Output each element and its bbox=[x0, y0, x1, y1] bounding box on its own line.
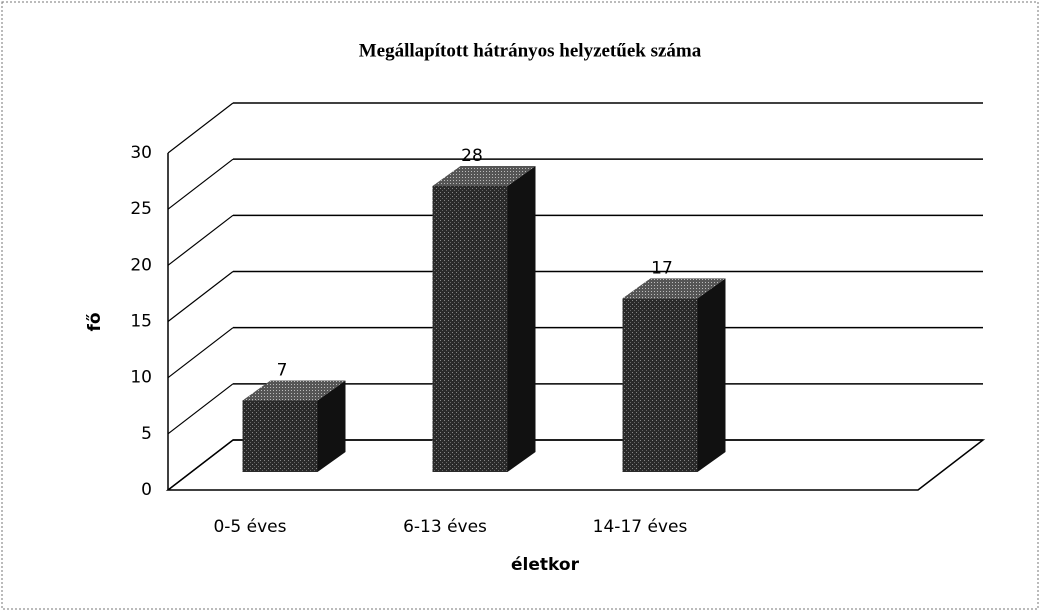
y-tick-label: 30 bbox=[130, 143, 152, 163]
grid-line-side bbox=[167, 271, 234, 322]
grid-line-side bbox=[167, 383, 234, 435]
grid-line-side bbox=[167, 439, 234, 491]
y-axis-label: fő bbox=[85, 312, 105, 331]
bar bbox=[432, 186, 508, 472]
x-tick-label: 0-5 éves bbox=[213, 517, 286, 537]
bar-top bbox=[242, 380, 346, 401]
y-tick-label: 0 bbox=[141, 480, 152, 500]
value-label: 28 bbox=[461, 146, 483, 166]
grid-line-side bbox=[167, 214, 234, 266]
value-label: 17 bbox=[651, 258, 673, 278]
bar-side bbox=[507, 166, 536, 472]
x-axis-label: életkor bbox=[511, 555, 580, 575]
y-tick-label: 10 bbox=[130, 368, 152, 388]
bar-top bbox=[432, 166, 536, 186]
bar-side bbox=[697, 278, 726, 472]
y-tick-label: 20 bbox=[130, 255, 152, 275]
x-tick-label: 6-13 éves bbox=[403, 517, 487, 537]
bar bbox=[622, 298, 698, 472]
y-tick-label: 5 bbox=[141, 424, 152, 444]
x-tick-label: 14-17 éves bbox=[593, 517, 688, 537]
chart-title: Megállapított hátrányos helyzetűek száma bbox=[359, 40, 702, 61]
y-tick-label: 25 bbox=[130, 199, 152, 219]
bar bbox=[242, 400, 318, 472]
grid-line-side bbox=[167, 158, 234, 210]
grid-line-side bbox=[167, 102, 234, 154]
y-tick-label: 15 bbox=[130, 312, 152, 332]
bar-side bbox=[317, 380, 346, 472]
grid-line-side bbox=[167, 327, 234, 379]
bar-top bbox=[622, 278, 726, 299]
value-label: 7 bbox=[277, 361, 288, 381]
